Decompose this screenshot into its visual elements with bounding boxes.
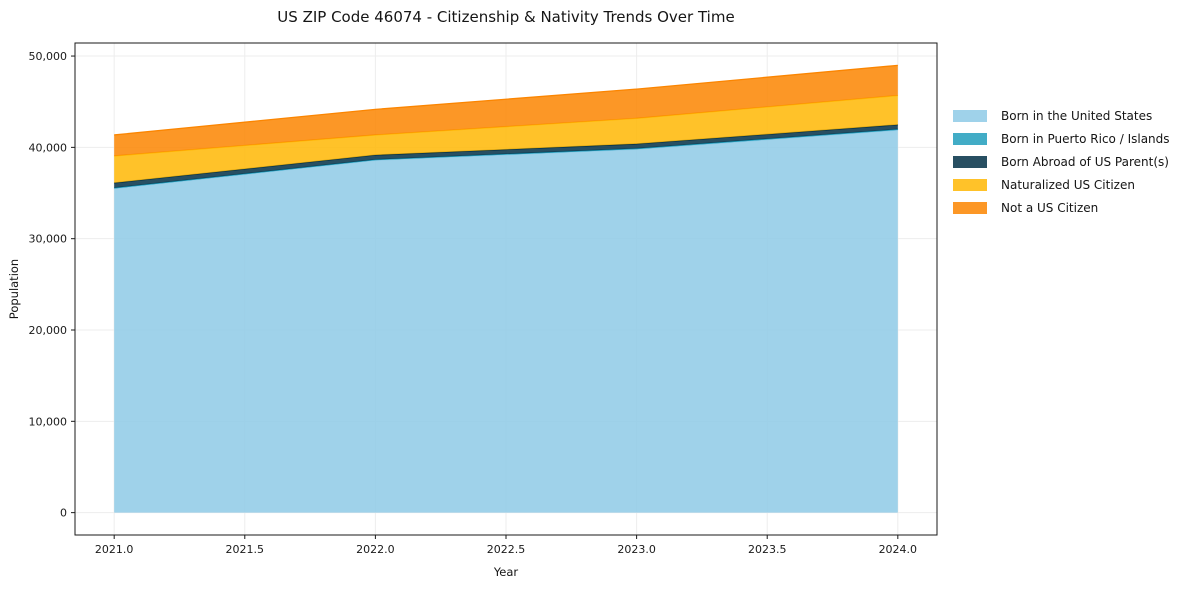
x-tick-label: 2021.5 bbox=[226, 543, 265, 556]
y-tick-label: 50,000 bbox=[29, 50, 68, 63]
legend-swatch bbox=[953, 178, 987, 191]
area-naturalized-us-citizen bbox=[114, 95, 898, 183]
x-tick-label: 2022.5 bbox=[487, 543, 526, 556]
x-axis-label: Year bbox=[493, 565, 519, 579]
y-tick-label: 10,000 bbox=[29, 415, 68, 428]
area-born-abroad-of-us-parent-s bbox=[114, 124, 898, 188]
legend-swatch bbox=[953, 155, 987, 168]
area-born-in-the-united-states bbox=[114, 130, 898, 513]
legend-item-label: Born in the United States bbox=[1001, 108, 1153, 123]
legend-item-born-in-the-united-states: Born in the United States bbox=[953, 104, 1170, 127]
legend-item-born-in-puerto-rico-islands: Born in Puerto Rico / Islands bbox=[953, 127, 1170, 150]
legend: Born in the United States Born in Puerto … bbox=[953, 104, 1170, 219]
legend-swatch bbox=[953, 109, 987, 122]
x-tick-label: 2022.0 bbox=[356, 543, 395, 556]
legend-swatch bbox=[953, 132, 987, 145]
x-tick-label: 2021.0 bbox=[95, 543, 134, 556]
y-tick-label: 30,000 bbox=[29, 233, 68, 246]
legend-item-label: Not a US Citizen bbox=[1001, 200, 1099, 215]
legend-item-label: Born in Puerto Rico / Islands bbox=[1001, 131, 1170, 146]
y-tick-label: 0 bbox=[60, 507, 67, 520]
legend-item-born-abroad-of-us-parent-s: Born Abroad of US Parent(s) bbox=[953, 150, 1170, 173]
area-edge-not-a-us-citizen bbox=[114, 64, 898, 136]
y-tick-label: 40,000 bbox=[29, 141, 68, 154]
legend-item-naturalized-us-citizen: Naturalized US Citizen bbox=[953, 173, 1170, 196]
chart-title: US ZIP Code 46074 - Citizenship & Nativi… bbox=[277, 8, 735, 26]
x-tick-label: 2024.0 bbox=[879, 543, 918, 556]
area-not-a-us-citizen bbox=[114, 65, 898, 156]
x-tick-label: 2023.5 bbox=[748, 543, 787, 556]
x-tick-label: 2023.0 bbox=[617, 543, 656, 556]
legend-swatch bbox=[953, 201, 987, 214]
y-tick-label: 20,000 bbox=[29, 324, 68, 337]
legend-item-label: Naturalized US Citizen bbox=[1001, 177, 1135, 192]
legend-item-label: Born Abroad of US Parent(s) bbox=[1001, 154, 1169, 169]
legend-item-not-a-us-citizen: Not a US Citizen bbox=[953, 196, 1170, 219]
